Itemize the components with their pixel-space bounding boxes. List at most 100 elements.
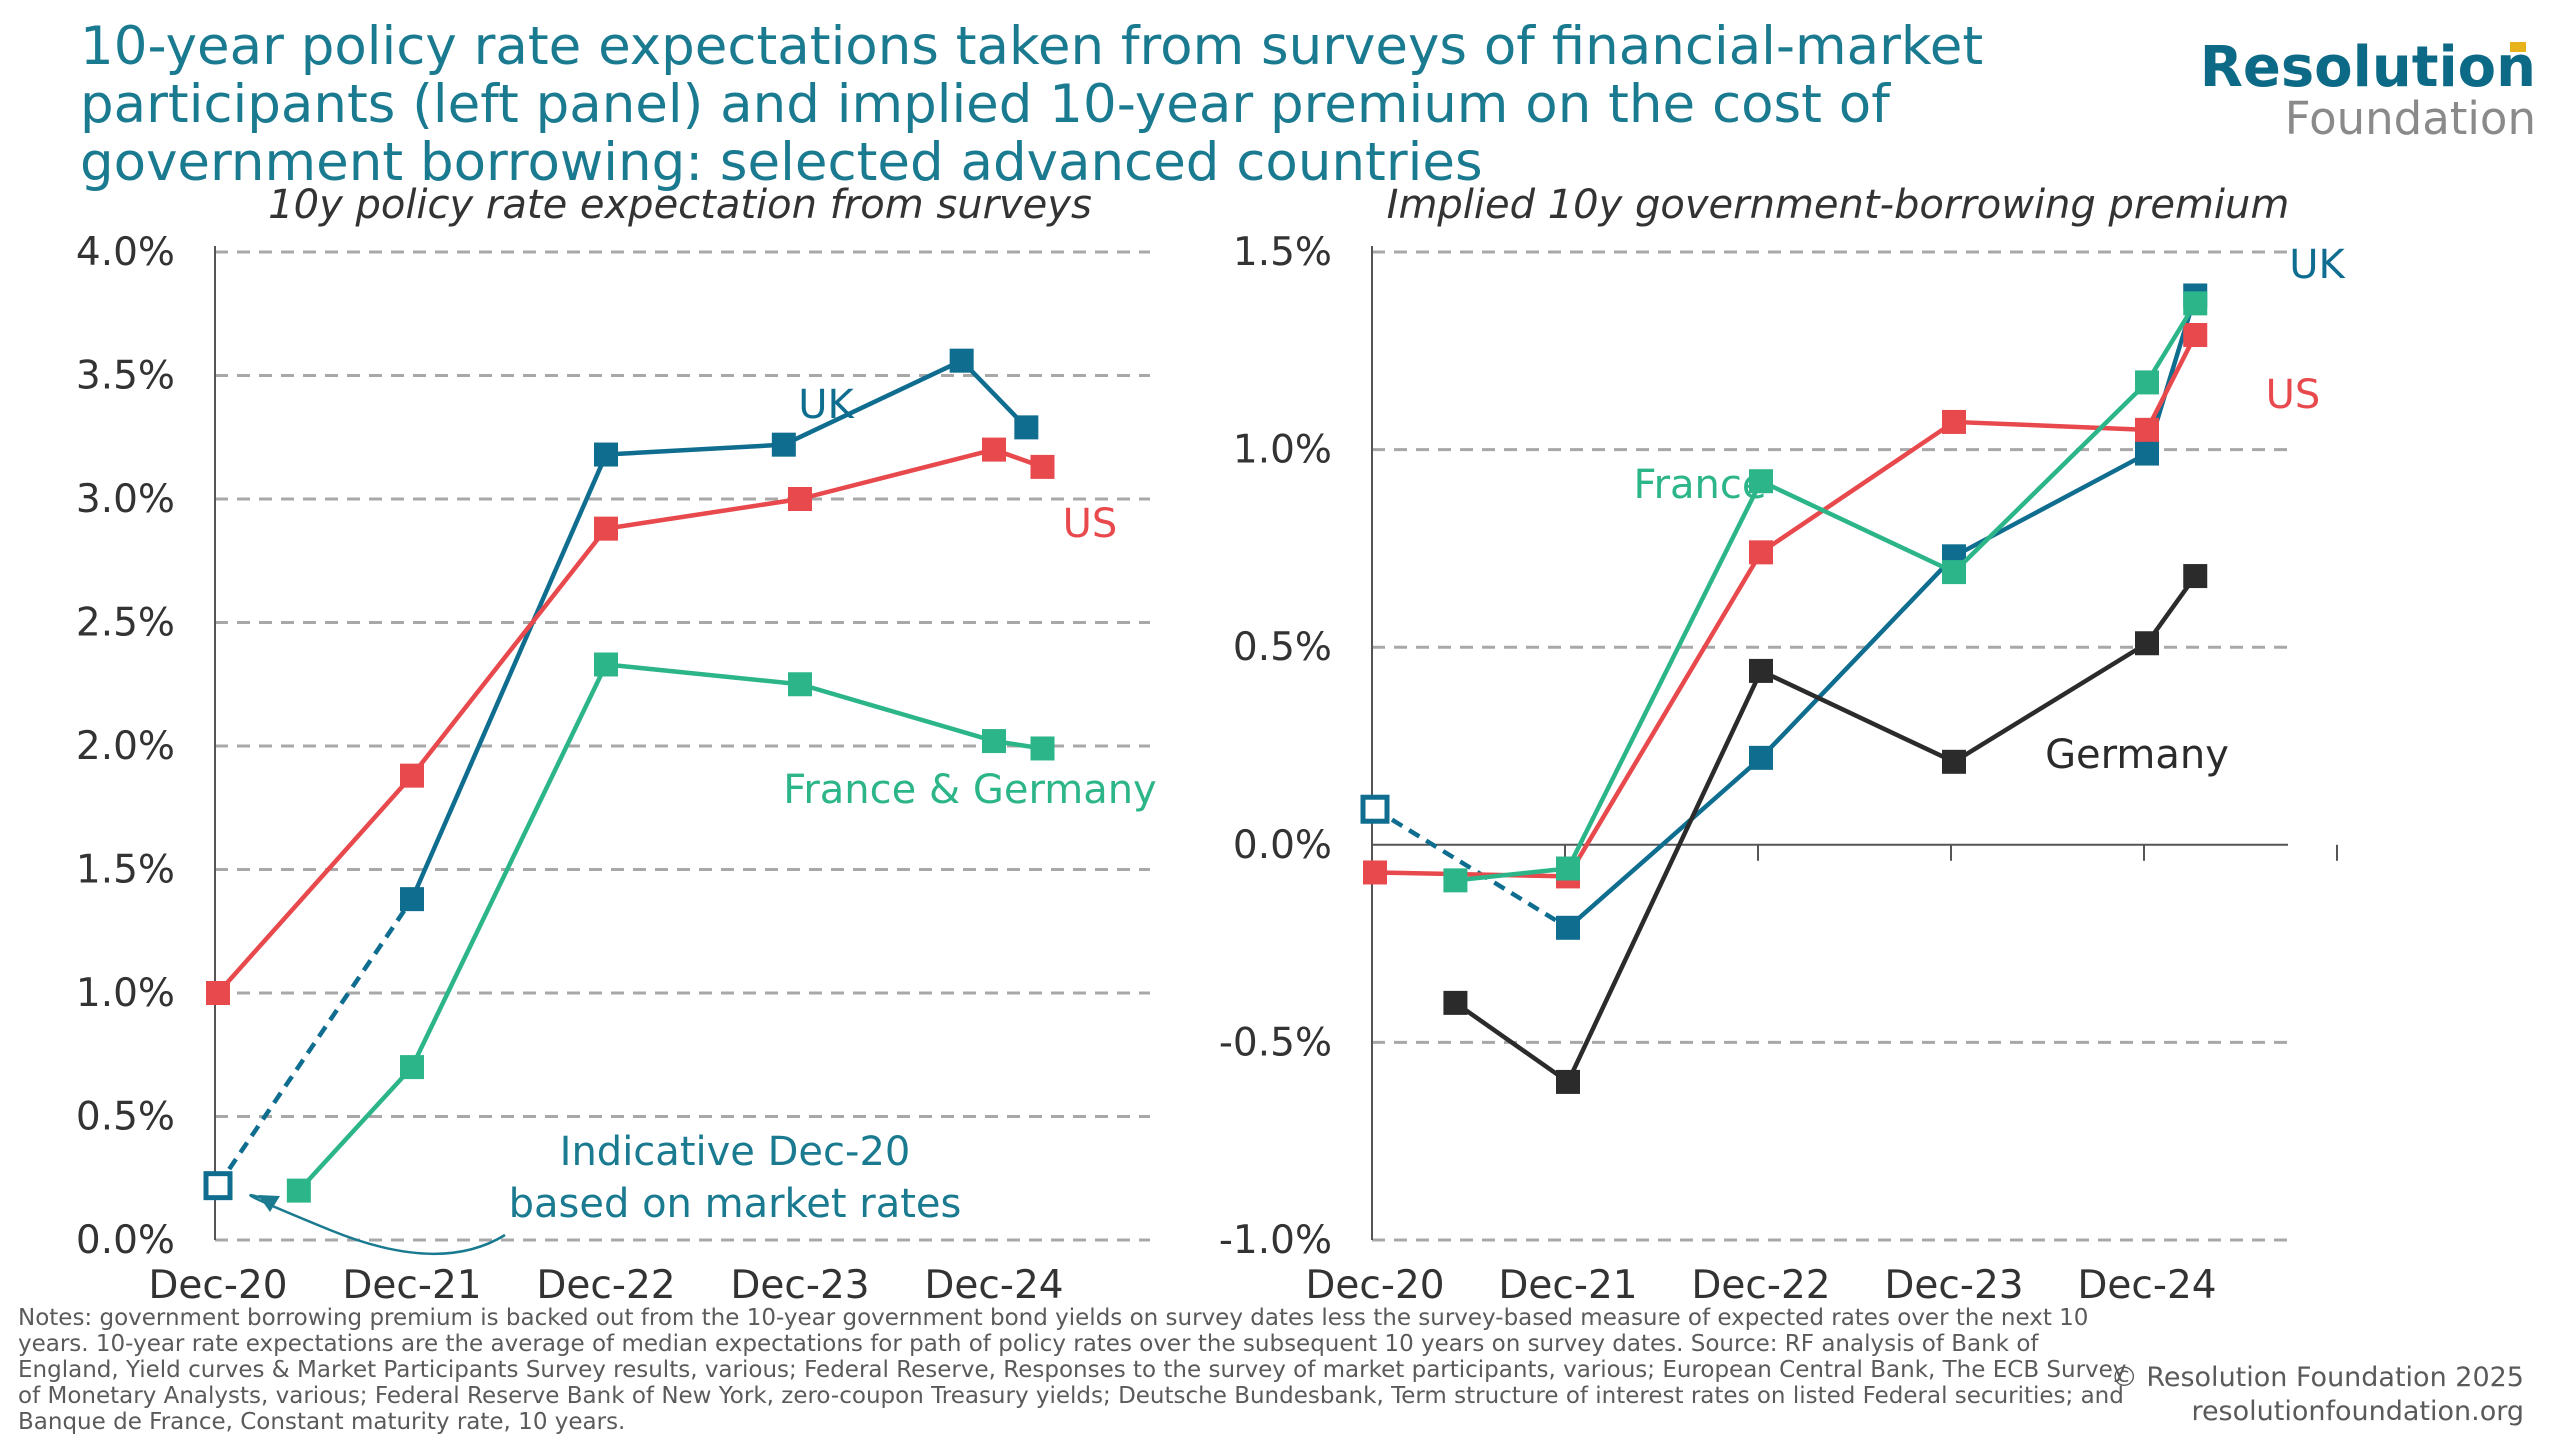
y-tick-label: 1.0% xyxy=(1233,428,1332,473)
panel-title: Implied 10y government-borrowing premium xyxy=(1387,182,2290,228)
series-line-segment xyxy=(216,897,414,1187)
data-point xyxy=(400,763,424,788)
series-line-segment xyxy=(605,662,801,687)
data-point xyxy=(771,432,796,457)
series-france-germany: France & Germany xyxy=(286,652,1157,1203)
series-line-segment xyxy=(1953,419,2148,433)
annotation-arrowhead xyxy=(258,1195,280,1212)
data-point xyxy=(1749,745,1773,770)
series-line-segment xyxy=(605,442,784,457)
series-line-segment xyxy=(2145,302,2198,384)
data-point xyxy=(1556,1069,1580,1094)
series-line-segment xyxy=(410,527,608,778)
series-line-segment xyxy=(1759,554,1956,760)
y-tick-label: 1.5% xyxy=(1233,230,1332,275)
y-tick-label: 2.5% xyxy=(76,601,175,646)
series-line-segment xyxy=(1759,420,1956,555)
data-point xyxy=(203,1171,233,1201)
data-point xyxy=(1942,409,1966,434)
logo-accent-mark xyxy=(2510,42,2526,52)
chart-panel-1: 10y policy rate expectation from surveys… xyxy=(76,182,1157,1300)
series-line-segment xyxy=(1952,641,2149,764)
series-line-segment xyxy=(799,447,995,502)
data-point xyxy=(1942,560,1966,585)
data-point xyxy=(1556,856,1580,881)
data-point xyxy=(400,1055,424,1080)
series-line-segment xyxy=(1455,866,1569,883)
x-tick-label: Dec-23 xyxy=(730,1263,869,1300)
series-france: France xyxy=(1443,291,2208,893)
series-line-segment xyxy=(1373,807,1570,930)
series-label: UK xyxy=(2289,242,2346,288)
logo-wordmark-top: Resolution xyxy=(2200,40,2536,96)
y-tick-label: -1.0% xyxy=(1219,1218,1332,1263)
data-point xyxy=(2183,291,2208,316)
x-tick-label: Dec-22 xyxy=(1691,1263,1830,1300)
series-line-segment xyxy=(1374,870,1569,879)
data-point xyxy=(1014,415,1039,440)
series-label: US xyxy=(2266,372,2321,418)
y-tick-label: 0.0% xyxy=(76,1218,175,1263)
logo-line2: Foundation xyxy=(2284,92,2536,145)
series-uk: UK xyxy=(203,348,1039,1201)
data-point xyxy=(594,516,618,541)
y-tick-label: 4.0% xyxy=(76,230,175,275)
series-line-segment xyxy=(782,358,963,447)
y-tick-label: 2.0% xyxy=(76,724,175,769)
x-tick-label: Dec-21 xyxy=(342,1263,481,1300)
data-point xyxy=(1030,736,1055,761)
data-point xyxy=(2183,322,2208,347)
series-line-segment xyxy=(2144,333,2198,431)
data-point xyxy=(2135,441,2159,466)
y-tick-label: 3.5% xyxy=(76,354,175,399)
series-us: US xyxy=(1363,322,2321,889)
data-point xyxy=(949,348,974,373)
chart-title: 10-year policy rate expectations taken f… xyxy=(80,16,1984,193)
annotation-line: based on market rates xyxy=(509,1181,962,1227)
series-line-segment xyxy=(297,1065,414,1193)
data-point xyxy=(206,981,230,1005)
copyright-block: © Resolution Foundation 2025 resolutionf… xyxy=(2111,1361,2524,1429)
x-tick-label: Dec-20 xyxy=(1305,1263,1444,1300)
data-point xyxy=(2183,564,2208,589)
series-line-segment xyxy=(1952,380,2149,574)
data-point xyxy=(1443,990,1468,1015)
series-line-segment xyxy=(1760,479,1955,575)
data-point xyxy=(1360,794,1390,824)
series-line-segment xyxy=(1565,480,1764,870)
y-tick-label: -0.5% xyxy=(1219,1020,1332,1065)
data-point xyxy=(1030,454,1055,479)
x-tick-label: Dec-22 xyxy=(536,1263,675,1300)
data-point xyxy=(400,887,424,912)
series-label: UK xyxy=(798,382,855,428)
data-point xyxy=(1942,749,1966,774)
data-point xyxy=(1556,915,1580,940)
series-label: Germany xyxy=(2045,732,2229,778)
series-line-segment xyxy=(605,496,801,531)
resolution-foundation-logo: Resolution Foundation xyxy=(2200,40,2536,142)
data-point xyxy=(1443,868,1468,893)
data-point xyxy=(982,437,1006,462)
logo-line1: Resolution xyxy=(2199,35,2536,100)
series-line-segment xyxy=(216,774,414,995)
charts-canvas: 10y policy rate expectation from surveys… xyxy=(76,182,2347,1300)
data-point xyxy=(1749,540,1773,565)
data-point xyxy=(982,729,1006,754)
notes-text: Notes: government borrowing premium is b… xyxy=(18,1305,2127,1435)
y-tick-label: 1.5% xyxy=(76,848,175,893)
series-germany: Germany xyxy=(1443,564,2229,1094)
x-tick-label: Dec-23 xyxy=(1884,1263,2023,1300)
series-line-segment xyxy=(409,663,609,1069)
series-label: US xyxy=(1063,501,1118,547)
copyright-line: © Resolution Foundation 2025 xyxy=(2110,1362,2524,1393)
data-point xyxy=(286,1178,311,1203)
data-point xyxy=(788,672,812,697)
y-tick-label: 1.0% xyxy=(76,971,175,1016)
series-line-segment xyxy=(1566,756,1763,930)
series-line-segment xyxy=(799,682,995,744)
data-point xyxy=(1363,860,1387,885)
data-point xyxy=(2135,631,2159,656)
series-us: US xyxy=(206,437,1118,1005)
x-tick-label: Dec-20 xyxy=(148,1263,287,1300)
series-label: France & Germany xyxy=(783,767,1156,813)
